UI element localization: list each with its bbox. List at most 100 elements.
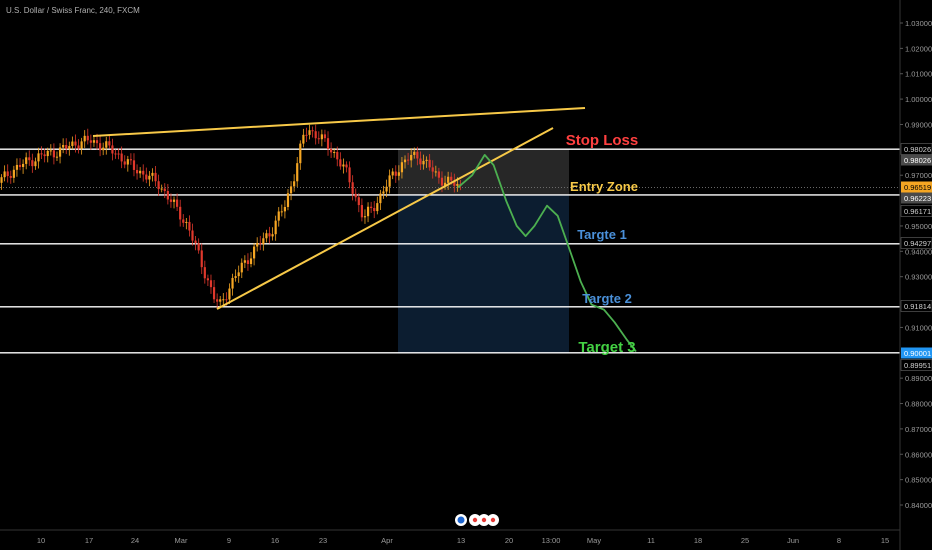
- candle-body: [308, 130, 311, 135]
- candle-body: [400, 162, 404, 173]
- candle-body: [357, 197, 360, 206]
- candle-body: [68, 146, 71, 149]
- candle-body: [413, 151, 416, 155]
- candle-body: [299, 143, 302, 164]
- candle: [52, 143, 55, 165]
- candle: [308, 124, 311, 140]
- annotation-entry_zone: Entry Zone: [570, 179, 638, 194]
- price-tick-label: 0.89000: [905, 374, 932, 383]
- candle: [403, 155, 407, 169]
- time-tick-label: 13:00: [542, 536, 561, 545]
- candle: [43, 148, 46, 163]
- time-tick-label: 13: [457, 536, 465, 545]
- price-tick-label: 1.00000: [905, 95, 932, 104]
- candle: [160, 184, 163, 193]
- candle: [15, 158, 19, 177]
- annotation-stop_loss: Stop Loss: [566, 132, 639, 149]
- candle: [265, 229, 268, 243]
- candle-body: [197, 243, 200, 251]
- candle: [58, 143, 62, 164]
- candle: [139, 167, 142, 178]
- price-tag-label: 0.89951: [904, 361, 931, 370]
- candle-body: [182, 219, 185, 223]
- candle-body: [114, 153, 117, 155]
- candle-body: [62, 145, 65, 148]
- candle: [277, 207, 280, 227]
- candle-body: [293, 181, 296, 187]
- candle: [379, 189, 382, 211]
- candle-body: [434, 171, 437, 173]
- candle-body: [370, 206, 373, 209]
- candle: [259, 235, 262, 251]
- candle-body: [286, 193, 290, 207]
- candle: [231, 273, 234, 296]
- price-tag: 0.91814: [900, 300, 932, 312]
- candle-body: [274, 220, 277, 235]
- candle: [80, 137, 83, 155]
- price-tag-box: [900, 300, 932, 312]
- projection-path: [457, 154, 637, 353]
- candle-body: [330, 148, 333, 153]
- candle: [120, 146, 123, 169]
- time-tick-label: 8: [837, 536, 841, 545]
- candle-body: [268, 233, 271, 237]
- candle: [289, 181, 293, 201]
- candle-body: [194, 240, 197, 244]
- candle-body: [206, 278, 209, 281]
- candle: [68, 141, 71, 156]
- candle-body: [169, 199, 173, 202]
- price-axis: 1.03000 1.02000 1.01000 1.00000 0.99000 0.970…: [899, 0, 932, 550]
- candle: [49, 144, 52, 156]
- candle: [108, 134, 111, 149]
- candle: [243, 255, 246, 269]
- candle-body: [172, 199, 176, 202]
- candle-body: [447, 176, 450, 183]
- symbol-title: U.S. Dollar / Swiss Franc, 240, FXCM: [6, 6, 140, 15]
- candle: [3, 165, 6, 182]
- candle: [280, 204, 283, 217]
- candle: [376, 196, 379, 215]
- candle-body: [333, 151, 336, 153]
- candle-body: [102, 147, 105, 151]
- candle: [99, 136, 102, 157]
- lower-trend-line: [216, 127, 554, 310]
- candle: [437, 167, 440, 184]
- candle: [268, 226, 271, 244]
- price-tag-box: [901, 347, 932, 359]
- candle-body: [92, 140, 96, 143]
- time-tick-label: 18: [694, 536, 702, 545]
- candle-body: [108, 141, 111, 146]
- time-axis: 10 17 24 Mar 9 16 23 Apr 13 20 13:00 May 11 18 25 Jun 8 1…: [0, 529, 900, 545]
- candle: [299, 140, 302, 170]
- annotation-target1: Targte 1: [577, 227, 627, 242]
- candle-body: [382, 191, 385, 194]
- candle: [179, 199, 182, 227]
- candle-body: [314, 131, 317, 139]
- candle-body: [428, 159, 431, 168]
- target-zone: [398, 194, 569, 353]
- candle-body: [336, 151, 339, 160]
- candle: [283, 200, 286, 219]
- candle: [111, 138, 114, 161]
- candle-body: [391, 171, 394, 176]
- candle: [74, 134, 77, 153]
- candle: [360, 198, 363, 222]
- candle: [135, 164, 139, 180]
- candle-body: [373, 208, 376, 212]
- trend-lines: [92, 107, 586, 310]
- time-tick-label: May: [587, 536, 601, 545]
- candle: [382, 185, 385, 199]
- candle-body: [160, 188, 163, 190]
- candle-body: [126, 159, 129, 165]
- candle-body: [265, 233, 268, 239]
- candle-body: [345, 164, 348, 168]
- time-tick-label: 24: [131, 536, 139, 545]
- price-tag-box: [901, 154, 932, 166]
- time-tick-label: 9: [227, 536, 231, 545]
- candle: [434, 165, 437, 177]
- candle: [397, 165, 400, 181]
- candle: [271, 227, 274, 241]
- candle-body: [419, 158, 422, 165]
- candle: [34, 157, 37, 170]
